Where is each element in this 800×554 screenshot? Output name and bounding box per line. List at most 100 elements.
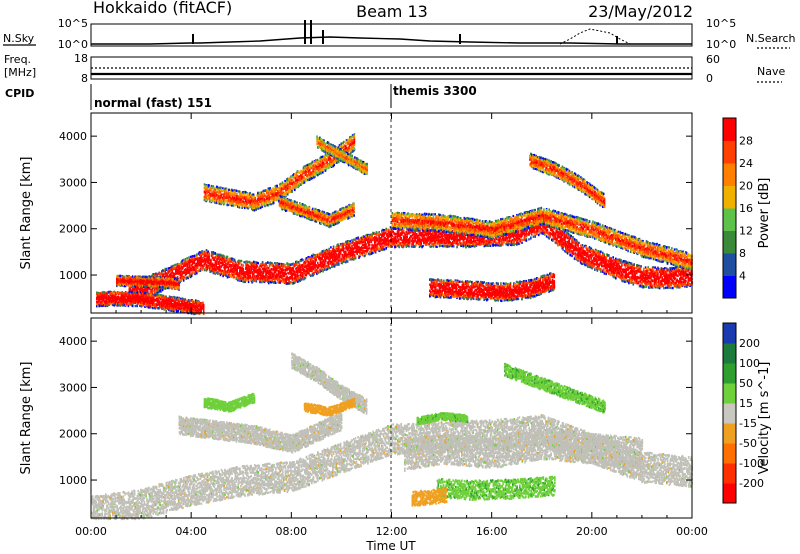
power-cell bbox=[304, 261, 307, 265]
power-cell bbox=[246, 263, 249, 266]
power-cell bbox=[197, 252, 200, 255]
power-cell bbox=[323, 254, 325, 257]
power-cell bbox=[272, 273, 274, 276]
power-cell bbox=[315, 258, 317, 261]
power-cell bbox=[298, 267, 301, 270]
power-cell bbox=[324, 249, 327, 253]
power-cell bbox=[164, 287, 167, 290]
power-cell bbox=[326, 267, 329, 270]
power-cell bbox=[285, 282, 287, 285]
power-cell bbox=[263, 276, 266, 280]
power-cell bbox=[298, 270, 301, 273]
power-cell bbox=[293, 281, 295, 284]
power-cell bbox=[272, 263, 274, 266]
power-cell bbox=[538, 231, 541, 234]
power-cell bbox=[253, 269, 256, 272]
power-cell bbox=[255, 274, 258, 278]
power-cell bbox=[251, 265, 253, 268]
power-cell bbox=[303, 261, 305, 265]
power-cell bbox=[218, 253, 220, 256]
power-cell bbox=[220, 265, 223, 268]
power-cell bbox=[257, 269, 259, 272]
power-cell bbox=[161, 288, 164, 291]
power-cell bbox=[280, 280, 282, 283]
nsky-line bbox=[91, 36, 692, 45]
power-cell bbox=[187, 276, 189, 280]
power-cell bbox=[237, 275, 239, 278]
power-cell bbox=[187, 260, 189, 264]
power-cell bbox=[182, 259, 184, 262]
power-cell bbox=[270, 271, 273, 274]
power-cell bbox=[215, 266, 217, 269]
power-cell bbox=[185, 272, 188, 276]
power-cell bbox=[246, 267, 248, 270]
power-cell bbox=[156, 273, 159, 276]
power-cell bbox=[297, 261, 300, 264]
power-cell bbox=[274, 271, 277, 274]
power-cell bbox=[274, 276, 277, 279]
power-cell bbox=[230, 268, 232, 271]
power-cell bbox=[279, 262, 281, 266]
power-cell bbox=[287, 267, 289, 270]
power-cell bbox=[138, 288, 140, 291]
power-cell bbox=[452, 243, 454, 246]
power-cell bbox=[272, 268, 274, 271]
power-cell bbox=[225, 255, 228, 258]
power-cell bbox=[257, 271, 259, 275]
power-cell bbox=[186, 276, 188, 279]
power-cell bbox=[319, 260, 322, 263]
power-cell bbox=[315, 268, 317, 271]
nsky-tick-bottom: 10^0 bbox=[58, 38, 88, 51]
power-cell bbox=[200, 264, 202, 267]
power-cell bbox=[281, 274, 283, 277]
power-cell bbox=[520, 238, 522, 241]
power-cell bbox=[280, 270, 282, 274]
power-cell bbox=[241, 269, 244, 272]
power-cell bbox=[237, 263, 239, 267]
power-cell bbox=[274, 281, 277, 284]
power-cell bbox=[245, 264, 247, 267]
power-cell bbox=[310, 260, 313, 264]
power-cell bbox=[165, 272, 167, 275]
power-cell bbox=[429, 231, 431, 235]
power-cell bbox=[327, 264, 330, 267]
power-cell bbox=[209, 268, 211, 271]
power-cell bbox=[415, 236, 417, 240]
power-cell bbox=[247, 278, 250, 281]
power-cell bbox=[244, 272, 246, 275]
power-cell bbox=[193, 257, 195, 260]
power-cell bbox=[186, 265, 188, 268]
power-cell bbox=[153, 273, 155, 276]
power-cell bbox=[267, 282, 270, 285]
power-cell bbox=[219, 261, 222, 265]
power-cell bbox=[236, 269, 238, 272]
power-cell bbox=[384, 232, 387, 235]
power-cell bbox=[268, 270, 271, 273]
power-cell bbox=[280, 263, 282, 266]
power-cell bbox=[263, 280, 266, 284]
power-cell bbox=[266, 265, 268, 268]
power-cell bbox=[157, 290, 160, 294]
power-cell bbox=[179, 273, 181, 277]
power-cell bbox=[267, 277, 270, 280]
power-cell bbox=[213, 271, 216, 274]
power-cell bbox=[301, 274, 303, 277]
power-cell bbox=[168, 267, 170, 270]
power-cell bbox=[215, 269, 217, 272]
power-cell bbox=[228, 270, 231, 274]
power-cell bbox=[327, 265, 330, 268]
power-cell bbox=[244, 277, 246, 280]
power-cell bbox=[282, 271, 285, 275]
power-cell bbox=[271, 273, 273, 276]
power-cell bbox=[562, 248, 564, 251]
power-cell bbox=[168, 271, 170, 274]
power-cell bbox=[144, 288, 146, 291]
power-cell bbox=[260, 277, 263, 280]
power-cell bbox=[317, 255, 320, 258]
power-cell bbox=[234, 266, 237, 270]
power-cell bbox=[321, 250, 323, 253]
power-cell bbox=[321, 253, 323, 256]
power-cell bbox=[322, 270, 324, 273]
power-cell bbox=[187, 268, 189, 272]
power-cell bbox=[321, 257, 323, 261]
